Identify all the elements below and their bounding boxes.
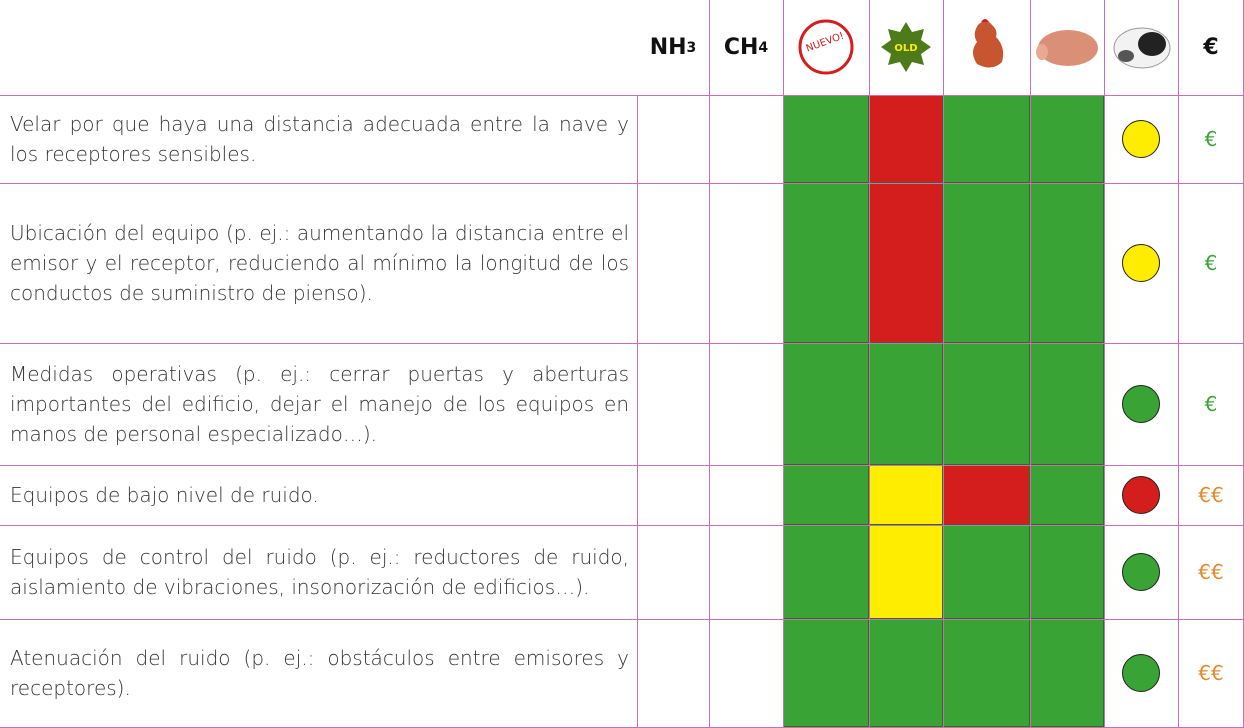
status-cell (869, 343, 943, 465)
status-cell (943, 465, 1030, 525)
column-border (1104, 0, 1105, 727)
status-cell (783, 95, 869, 183)
status-cell (869, 95, 943, 183)
status-cell (1030, 619, 1104, 727)
column-border (869, 0, 870, 727)
status-cell (943, 343, 1030, 465)
cost: € (1204, 251, 1218, 275)
row-description: Velar por que haya una distancia adecuad… (10, 112, 629, 166)
rooster-icon (973, 19, 1004, 68)
row-border (0, 619, 1244, 620)
nh3-sub: 3 (686, 39, 697, 56)
cow-icon (1113, 27, 1171, 69)
euro-header: € (1178, 0, 1244, 95)
status-cell (1030, 95, 1104, 183)
row-border (0, 465, 1244, 466)
nh3-text: NH (649, 35, 687, 60)
status-cell (1030, 183, 1104, 343)
column-border (783, 0, 784, 727)
status-cell (783, 183, 869, 343)
column-border (709, 0, 710, 727)
row-description: Equipos de control del ruido (p. ej.: re… (10, 545, 629, 599)
status-cell (783, 465, 869, 525)
cost: €€ (1198, 560, 1224, 584)
cost: € (1204, 392, 1218, 416)
nuevo-icon: NUEVO! (798, 19, 854, 75)
status-circle (1122, 385, 1160, 423)
status-cell (1030, 525, 1104, 619)
ch4-text: CH (723, 35, 759, 60)
pig-icon (1036, 30, 1098, 66)
column-border (637, 95, 638, 727)
euro-text: € (1203, 35, 1219, 60)
row-border (0, 95, 1244, 96)
cost: €€ (1198, 661, 1224, 685)
status-circle (1122, 476, 1160, 514)
status-cell (943, 619, 1030, 727)
status-cell (943, 183, 1030, 343)
ch4-header: CH 4 (709, 0, 783, 95)
status-cell (869, 183, 943, 343)
column-border (1178, 0, 1179, 727)
row-border (0, 183, 1244, 184)
status-circle (1122, 553, 1160, 591)
status-cell (783, 619, 869, 727)
cost: €€ (1198, 483, 1224, 507)
old-text: OLD (894, 43, 917, 54)
status-cell (1030, 343, 1104, 465)
column-border (1030, 0, 1031, 727)
status-cell (783, 525, 869, 619)
column-border (943, 0, 944, 727)
status-cell (869, 619, 943, 727)
row-description: Atenuación del ruido (p. ej.: obstáculos… (10, 646, 629, 700)
old-icon: OLD (881, 22, 931, 72)
status-cell (1030, 465, 1104, 525)
status-circle (1122, 654, 1160, 692)
status-circle (1122, 120, 1160, 158)
row-description: Ubicación del equipo (p. ej.: aumentando… (10, 221, 629, 305)
row-border (0, 343, 1244, 344)
row-description: Medidas operativas (p. ej.: cerrar puert… (10, 362, 629, 446)
status-cell (943, 95, 1030, 183)
status-cell (943, 525, 1030, 619)
row-description: Equipos de bajo nivel de ruido. (10, 483, 319, 507)
status-circle (1122, 244, 1160, 282)
status-cell (783, 343, 869, 465)
row-border (0, 525, 1244, 526)
cost: € (1204, 127, 1218, 151)
ch4-sub: 4 (758, 39, 769, 56)
status-cell (869, 525, 943, 619)
status-cell (869, 465, 943, 525)
nh3-header: NH 3 (637, 0, 709, 95)
